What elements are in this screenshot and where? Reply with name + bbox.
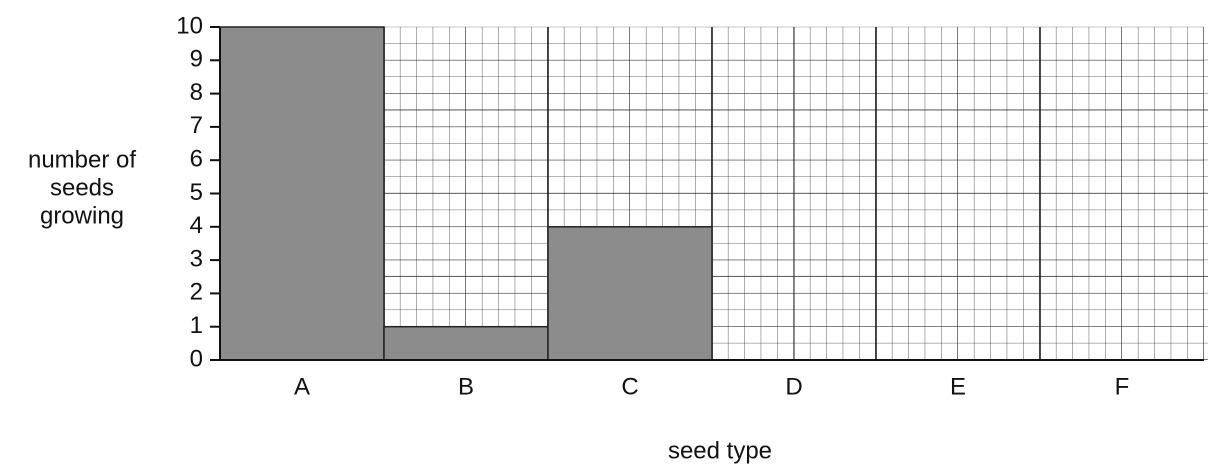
x-tick-label: C <box>621 373 638 400</box>
y-axis-label: growing <box>40 202 124 229</box>
y-tick-label: 5 <box>190 179 203 206</box>
y-axis-label: seeds <box>50 174 114 201</box>
y-tick-label: 10 <box>176 12 203 39</box>
y-tick-label: 8 <box>190 79 203 106</box>
x-tick-label: B <box>458 373 474 400</box>
y-tick-label: 9 <box>190 46 203 73</box>
x-tick-label: A <box>294 373 310 400</box>
y-tick-label: 3 <box>190 245 203 272</box>
bar <box>383 325 549 361</box>
y-tick-label: 6 <box>190 146 203 173</box>
y-tick-label: 0 <box>190 345 203 372</box>
bar <box>547 226 713 361</box>
x-tick-label: F <box>1115 373 1130 400</box>
y-tick-label: 2 <box>190 279 203 306</box>
bar <box>219 26 385 361</box>
y-axis-label: number of <box>28 146 136 173</box>
y-tick-label: 4 <box>190 212 203 239</box>
x-tick-label: D <box>785 373 802 400</box>
x-tick-label: E <box>950 373 966 400</box>
y-tick-label: 1 <box>190 312 203 339</box>
x-axis-label: seed type <box>668 437 772 464</box>
y-tick-label: 7 <box>190 112 203 139</box>
